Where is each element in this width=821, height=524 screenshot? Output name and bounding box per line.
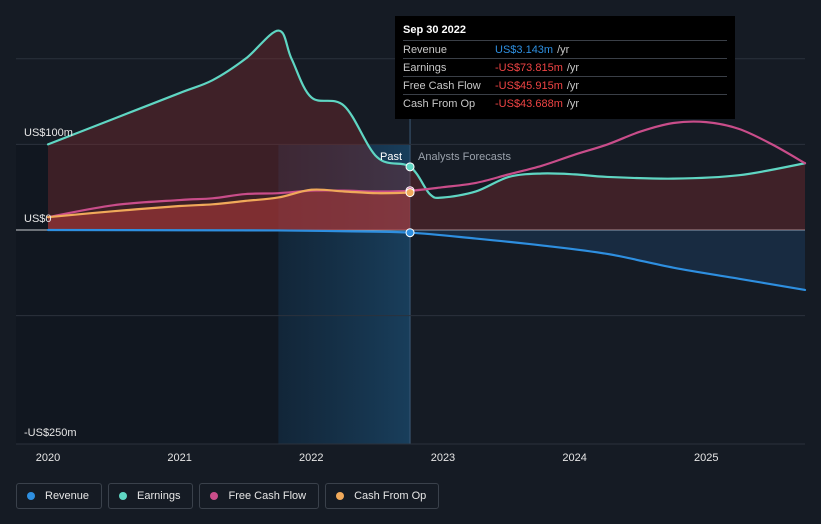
tooltip-label: Cash From Op xyxy=(403,97,476,110)
forecast-label: Analysts Forecasts xyxy=(418,151,511,163)
revenue-marker[interactable] xyxy=(405,228,415,238)
x-tick-label: 2022 xyxy=(299,452,323,464)
legend-label: Revenue xyxy=(45,490,90,502)
y-tick-label: -US$250m xyxy=(24,427,77,439)
tooltip-unit: /yr xyxy=(566,97,580,110)
legend-item-revenue[interactable]: Revenue xyxy=(16,483,103,509)
tooltip-unit: /yr xyxy=(557,43,570,56)
tooltip-value: -US$43.688m xyxy=(495,97,563,110)
tooltip-value: US$3.143m xyxy=(495,43,554,56)
revenue-area-fill xyxy=(48,230,805,290)
chart-legend: Revenue Earnings Free Cash Flow Cash Fro… xyxy=(16,483,440,509)
tooltip-row-free-cash-flow: Free Cash Flow -US$45.915m /yr xyxy=(403,76,727,94)
free-cash-flow-line xyxy=(46,120,807,219)
tooltip-value: -US$73.815m xyxy=(495,61,563,74)
past-label: Past xyxy=(380,151,402,163)
legend-label: Cash From Op xyxy=(354,490,427,502)
tooltip-label: Revenue xyxy=(403,43,448,56)
tooltip-label: Earnings xyxy=(403,61,447,74)
tooltip-date: Sep 30 2022 xyxy=(403,24,466,36)
legend-label: Earnings xyxy=(137,490,181,502)
cash-from-op-dot-icon xyxy=(336,492,345,500)
hover-tooltip: Sep 30 2022 Revenue US$3.143m /yr Earnin… xyxy=(395,16,735,119)
earnings-area-fill xyxy=(48,30,805,230)
cash-from-op-area-fill xyxy=(48,189,411,230)
cash-from-op-line xyxy=(46,188,412,219)
legend-item-cash-from-op[interactable]: Cash From Op xyxy=(325,483,440,509)
tooltip-row-earnings: Earnings -US$73.815m /yr xyxy=(403,58,727,76)
x-tick-label: 2020 xyxy=(36,452,60,464)
revenue-line xyxy=(46,228,807,292)
x-tick-label: 2025 xyxy=(694,452,718,464)
legend-item-free-cash-flow[interactable]: Free Cash Flow xyxy=(199,483,320,509)
free-cash-flow-dot-icon xyxy=(210,492,219,500)
legend-label: Free Cash Flow xyxy=(228,490,307,502)
x-tick-label: 2023 xyxy=(431,452,455,464)
earnings-marker[interactable] xyxy=(405,162,415,172)
tooltip-value: -US$45.915m xyxy=(495,79,563,92)
tooltip-row-cash-from-op: Cash From Op -US$43.688m /yr xyxy=(403,94,727,112)
tooltip-label: Free Cash Flow xyxy=(403,79,481,92)
tooltip-row-revenue: Revenue US$3.143m /yr xyxy=(403,40,727,58)
y-tick-label: US$100m xyxy=(24,127,73,139)
legend-item-earnings[interactable]: Earnings xyxy=(108,483,194,509)
earnings-dot-icon xyxy=(119,492,128,500)
tooltip-unit: /yr xyxy=(566,61,580,74)
y-tick-label: US$0 xyxy=(24,213,52,225)
x-tick-label: 2021 xyxy=(167,452,191,464)
tooltip-unit: /yr xyxy=(566,79,580,92)
x-tick-label: 2024 xyxy=(562,452,586,464)
revenue-dot-icon xyxy=(27,492,35,500)
cash-from-op-marker[interactable] xyxy=(405,188,415,198)
